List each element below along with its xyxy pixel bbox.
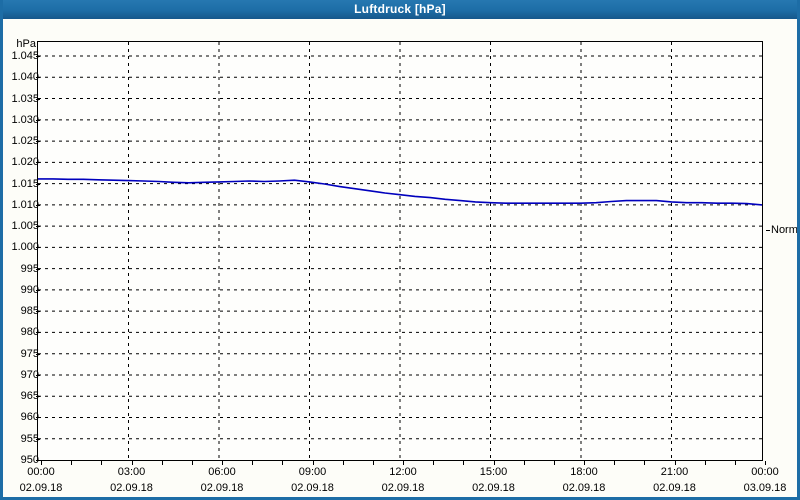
x-axis-time-label: 00:00 — [751, 466, 779, 478]
y-axis-tickmark — [36, 417, 40, 418]
x-axis-tickmark — [675, 461, 676, 465]
y-axis-tick-label: 975 — [20, 347, 39, 360]
x-axis-time-label: 15:00 — [479, 466, 508, 478]
x-axis-date-label: 02.09.18 — [562, 482, 606, 494]
x-axis-tickmark — [705, 461, 706, 465]
y-axis-tick-label: 1.040 — [11, 71, 39, 84]
y-axis-tickmark — [36, 269, 40, 270]
x-axis-time-label: 21:00 — [660, 466, 689, 478]
x-axis-tickmark — [373, 461, 374, 465]
x-axis-tickmark — [554, 461, 555, 465]
y-axis-tickmark — [36, 184, 40, 185]
y-axis-tickmark — [36, 311, 40, 312]
x-axis-date-label: 02.09.18 — [200, 482, 244, 494]
y-axis-tickmark — [36, 56, 40, 57]
y-axis-tick-label: 1.000 — [11, 241, 39, 254]
y-axis-tick-label: 1.035 — [11, 92, 39, 105]
x-axis-date-label: 03.09.18 — [743, 482, 787, 494]
y-axis-tickmark — [36, 162, 40, 163]
y-axis-tickmark — [36, 205, 40, 206]
window-titlebar: Luftdruck [hPa] — [3, 0, 797, 19]
x-axis-tickmark — [343, 461, 344, 465]
x-axis-tickmark — [494, 461, 495, 465]
x-axis-tickmark — [313, 461, 314, 465]
y-axis-tick-label: 960 — [20, 411, 39, 424]
y-axis-tickmark — [36, 332, 40, 333]
window-title: Luftdruck [hPa] — [354, 2, 446, 16]
x-axis-time-label: 06:00 — [208, 466, 236, 478]
y-axis-tickmark — [36, 247, 40, 248]
x-axis-date-label: 02.09.18 — [110, 482, 153, 494]
normal-marker-tickmark — [766, 230, 770, 231]
y-axis-tick-label: 1.010 — [11, 198, 39, 211]
x-axis-tickmark — [403, 461, 404, 465]
y-axis-tickmark — [36, 354, 40, 355]
x-axis-tickmark — [101, 461, 102, 465]
y-axis-tickmark — [36, 375, 40, 376]
y-axis-tick-label: 1.015 — [11, 177, 39, 190]
x-axis-tickmark — [282, 461, 283, 465]
x-axis-tickmark — [584, 461, 585, 465]
x-axis-tickmark — [644, 461, 645, 465]
x-axis-tickmark — [252, 461, 253, 465]
x-axis-tickmark — [614, 461, 615, 465]
x-axis-date-label: 02.09.18 — [291, 482, 334, 494]
x-axis-tickmark — [524, 461, 525, 465]
y-axis-tickmark — [36, 396, 40, 397]
y-axis-tickmark — [36, 77, 40, 78]
x-axis-tickmark — [735, 461, 736, 465]
y-axis-tick-label: 1.020 — [11, 156, 39, 169]
y-axis-tick-label: 955 — [20, 432, 39, 445]
y-axis-tickmark — [36, 290, 40, 291]
y-axis-unit-label: hPa — [16, 38, 36, 50]
x-axis-date-label: 02.09.18 — [381, 482, 425, 494]
y-axis-tick-label: 965 — [20, 390, 39, 403]
plot-area — [37, 41, 763, 461]
x-axis-tickmark — [41, 461, 42, 465]
y-axis-tick-label: 985 — [20, 305, 39, 318]
y-axis-tick-label: 995 — [20, 262, 39, 275]
y-axis-tick-label: 990 — [20, 283, 39, 296]
y-axis-tick-label: 1.030 — [11, 113, 39, 126]
x-axis-tickmark — [71, 461, 72, 465]
x-axis-time-label: 12:00 — [389, 466, 417, 478]
y-axis-tick-label: 980 — [20, 326, 39, 339]
y-axis-tickmark — [36, 226, 40, 227]
normal-pressure-label: Normal — [771, 224, 798, 237]
x-axis-time-label: 00:00 — [27, 466, 55, 478]
y-axis-tick-label: 950 — [20, 454, 39, 466]
y-axis-tick-label: 1.025 — [11, 135, 39, 148]
x-axis-tickmark — [433, 461, 434, 465]
pressure-series-line — [38, 178, 762, 206]
x-axis-tickmark — [222, 461, 223, 465]
y-axis-tickmark — [36, 99, 40, 100]
y-axis-tick-label: 970 — [20, 368, 39, 381]
x-axis-tickmark — [765, 461, 766, 465]
y-axis-tickmark — [36, 439, 40, 440]
x-axis-tickmark — [162, 461, 163, 465]
x-axis-time-label: 18:00 — [570, 466, 598, 478]
x-axis-tickmark — [463, 461, 464, 465]
x-axis-date-label: 02.09.18 — [472, 482, 515, 494]
x-axis-tickmark — [192, 461, 193, 465]
y-axis-tick-label: 1.045 — [11, 50, 39, 63]
x-axis-date-label: 02.09.18 — [19, 482, 63, 494]
x-axis-time-label: 03:00 — [117, 466, 146, 478]
x-axis-tickmark — [132, 461, 133, 465]
y-axis-tick-label: 1.005 — [11, 220, 39, 233]
x-axis-time-label: 09:00 — [298, 466, 327, 478]
x-axis-date-label: 02.09.18 — [653, 482, 696, 494]
y-axis-tickmark — [36, 120, 40, 121]
y-axis-tickmark — [36, 141, 40, 142]
pressure-line-chart — [38, 42, 762, 460]
y-axis-tickmark — [36, 460, 40, 461]
